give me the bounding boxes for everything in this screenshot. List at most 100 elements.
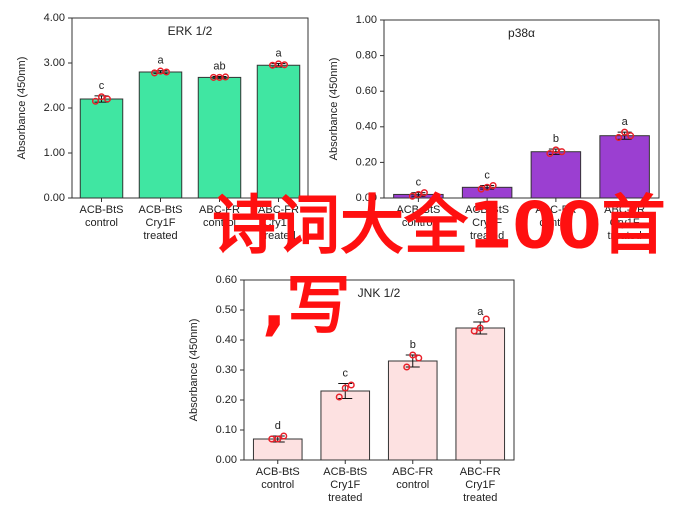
bar <box>256 64 301 199</box>
x-tick-label: Cry1F <box>330 479 360 491</box>
replicate-point <box>409 351 417 359</box>
significance-letter: c <box>99 80 105 92</box>
y-tick-label: 0.20 <box>356 156 377 168</box>
bar <box>197 76 242 199</box>
chart-panel: p38α Absorbance (450nm) 0.00 0.20 0.40 0.60 0.… <box>328 14 660 242</box>
x-tick-label: ABC-FR <box>392 466 433 478</box>
chart-title: p38α <box>508 26 535 40</box>
significance-letter: a <box>622 116 629 128</box>
significance-letter: c <box>484 169 490 181</box>
y-tick-label: 0.40 <box>216 334 237 346</box>
error-bar <box>212 76 227 79</box>
significance-letter: c <box>343 367 349 379</box>
y-tick-label: 0.20 <box>216 394 237 406</box>
overlay-text: ,写 <box>262 270 350 344</box>
replicate-point <box>150 69 159 77</box>
replicate-point <box>415 354 423 362</box>
significance-letter: ab <box>213 60 225 72</box>
replicate-point <box>341 384 349 392</box>
x-tick-label: control <box>261 479 294 491</box>
x-tick-label: Cry1F <box>610 217 640 229</box>
replicate-point <box>347 381 355 389</box>
significance-letter: a <box>275 47 282 59</box>
replicate-point <box>470 327 478 335</box>
significance-letter: b <box>553 133 559 145</box>
y-tick-label: 4.00 <box>44 12 65 24</box>
y-tick-label: 1.00 <box>44 147 65 159</box>
replicate-point <box>335 393 343 401</box>
y-tick-label: 0.40 <box>356 121 377 133</box>
x-tick-label: ABC-FR <box>604 204 645 216</box>
significance-letter: b <box>410 339 416 351</box>
bar <box>455 327 506 461</box>
y-tick-label: 0.60 <box>216 274 237 286</box>
chart-title: JNK 1/2 <box>358 286 401 300</box>
x-tick-label: ABC-FR <box>199 204 240 216</box>
y-tick-label: 1.00 <box>356 14 377 26</box>
replicate-point <box>482 315 490 323</box>
x-tick-label: ACB-BtS <box>138 204 182 216</box>
significance-letter: c <box>416 177 422 189</box>
replicate-point <box>103 95 112 103</box>
significance-letter: a <box>477 306 484 318</box>
x-tick-label: ACB-BtS <box>323 466 367 478</box>
replicate-point <box>627 132 635 140</box>
x-tick-label: treated <box>470 230 504 242</box>
y-axis-label: Absorbance (450nm) <box>328 58 340 161</box>
y-tick-label: 0.00 <box>216 454 237 466</box>
y-tick-label: 0.10 <box>216 424 237 436</box>
replicate-point <box>280 432 288 440</box>
significance-letter: a <box>157 55 164 67</box>
bar <box>320 390 371 461</box>
x-tick-label: Cry1F <box>146 217 176 229</box>
significance-letter: d <box>275 420 281 432</box>
replicate-point <box>546 149 554 158</box>
x-tick-label: control <box>402 217 435 229</box>
plot-frame <box>383 19 660 199</box>
replicate-point <box>483 183 491 191</box>
x-tick-label: ACB-BtS <box>256 466 300 478</box>
y-tick-label: 2.00 <box>44 102 65 114</box>
x-tick-label: ACB-BtS <box>465 204 509 216</box>
y-axis-label: Absorbance (450nm) <box>188 319 200 422</box>
replicate-point <box>621 128 629 136</box>
replicate-point <box>274 435 282 443</box>
x-tick-label: Cry1F <box>465 479 495 491</box>
bar <box>599 135 650 199</box>
replicate-point <box>414 190 422 198</box>
replicate-point <box>476 324 484 332</box>
x-tick-label: ABC-FR <box>535 204 576 216</box>
replicate-point <box>403 363 411 371</box>
chart-title: ERK 1/2 <box>168 24 213 38</box>
x-tick-label: treated <box>261 230 295 242</box>
replicate-point <box>280 61 289 69</box>
replicate-point <box>489 181 497 190</box>
y-tick-label: 0.80 <box>356 50 377 62</box>
x-tick-label: control <box>539 217 572 229</box>
y-tick-label: 0.60 <box>356 85 377 97</box>
overlay-text: 诗词大全100首 <box>212 190 666 264</box>
y-axis-label: Absorbance (450nm) <box>16 57 28 160</box>
x-tick-label: treated <box>463 492 497 504</box>
x-tick-label: treated <box>328 492 362 504</box>
bar <box>530 151 582 199</box>
replicate-point <box>221 73 230 81</box>
replicate-point <box>97 93 106 101</box>
x-tick-label: ABC-FR <box>258 204 299 216</box>
y-tick-label: 0.30 <box>216 364 237 376</box>
replicate-point <box>420 189 428 197</box>
error-bar <box>480 185 495 190</box>
replicate-point <box>558 148 566 156</box>
x-tick-label: ABC-FR <box>460 466 501 478</box>
x-tick-label: Cry1F <box>264 217 294 229</box>
replicate-point <box>552 146 560 154</box>
x-tick-label: control <box>85 217 118 229</box>
y-tick-label: 0.00 <box>356 192 377 204</box>
bar <box>387 360 438 461</box>
chart-panel: JNK 1/2 Absorbance (450nm) 0.00 0.10 0.20 0.3… <box>188 274 515 504</box>
x-tick-label: ACB-BtS <box>79 204 123 216</box>
bar <box>138 71 183 199</box>
error-bar <box>411 192 426 197</box>
y-tick-label: 3.00 <box>44 57 65 69</box>
